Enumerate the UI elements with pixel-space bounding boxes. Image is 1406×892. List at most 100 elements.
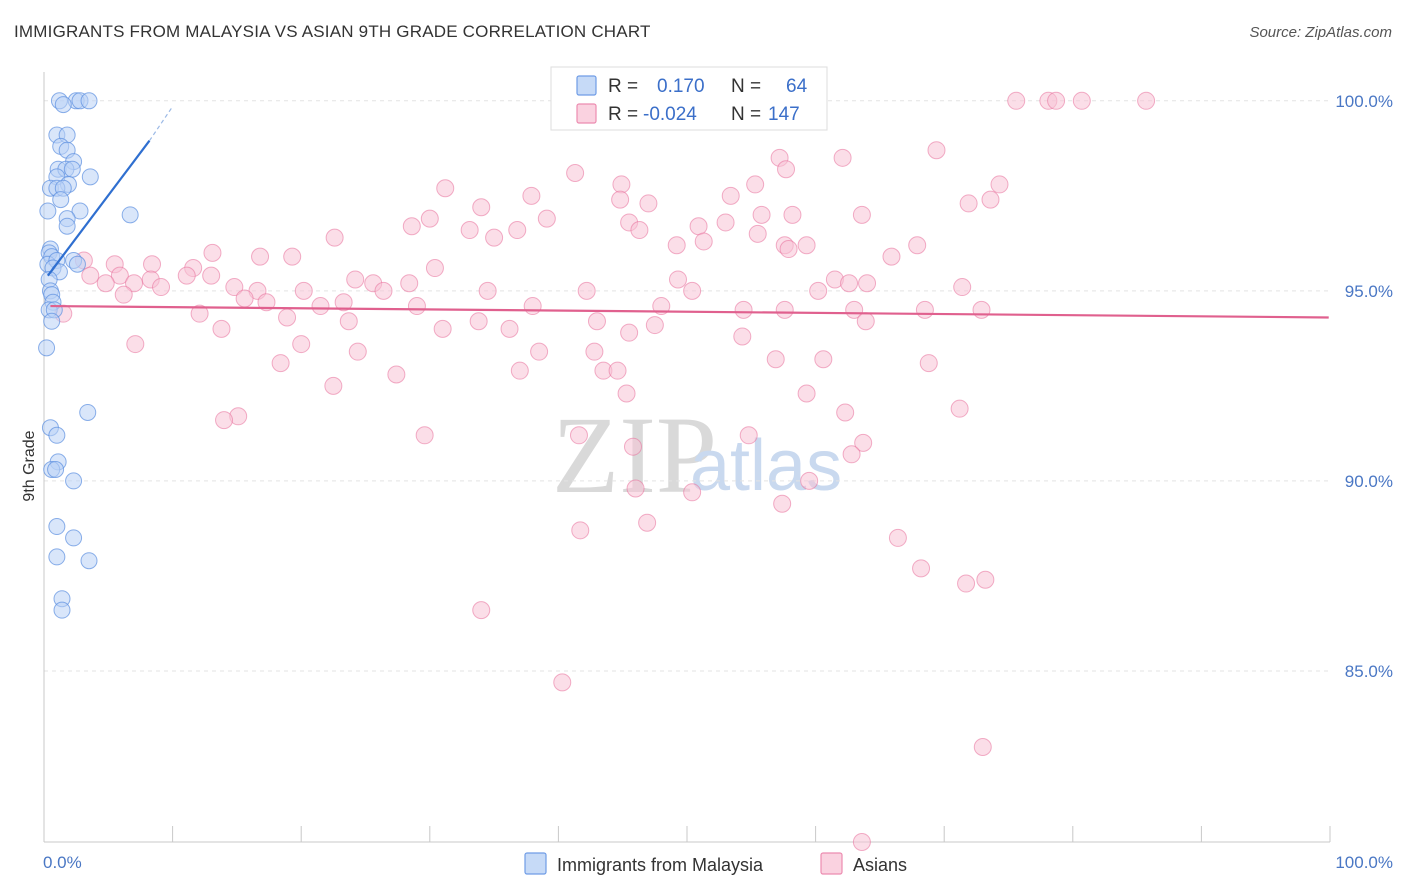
asians-point bbox=[177, 266, 196, 285]
asians-point bbox=[152, 278, 171, 297]
asians-point bbox=[571, 521, 590, 540]
asians-point bbox=[202, 266, 221, 285]
asians-point bbox=[689, 217, 708, 236]
asians-point bbox=[638, 513, 657, 532]
asians-point bbox=[915, 300, 934, 319]
asians-point bbox=[374, 281, 393, 300]
asians-point bbox=[981, 190, 1000, 209]
asians-point bbox=[271, 354, 290, 373]
asians-point bbox=[814, 350, 833, 369]
legend-n-label-1: N = bbox=[731, 76, 761, 97]
malaysia-trend-extension bbox=[148, 106, 174, 142]
malaysia-point bbox=[48, 426, 66, 444]
legend-swatch-asians bbox=[576, 103, 597, 124]
asians-point bbox=[959, 194, 978, 213]
bottom-legend-swatch-malaysia bbox=[524, 852, 547, 875]
malaysia-point bbox=[80, 552, 98, 570]
asians-point bbox=[797, 384, 816, 403]
asians-trend-line bbox=[50, 304, 1329, 319]
legend-n-label-2: N = bbox=[731, 104, 761, 125]
bottom-legend: Immigrants from Malaysia Asians bbox=[524, 852, 907, 875]
asians-point bbox=[472, 601, 491, 620]
asians-point bbox=[721, 186, 740, 205]
asians-point bbox=[251, 247, 270, 266]
asians-point bbox=[508, 221, 527, 240]
malaysia-point bbox=[65, 529, 83, 547]
asians-point bbox=[225, 278, 244, 297]
asians-point bbox=[324, 376, 343, 395]
asians-point bbox=[257, 293, 276, 312]
malaysia-point bbox=[58, 217, 76, 235]
asians-point bbox=[339, 312, 358, 331]
asians-point bbox=[623, 437, 642, 456]
asians-point bbox=[766, 350, 785, 369]
y-tick-label-90: 90.0% bbox=[1345, 472, 1393, 491]
asians-point bbox=[953, 278, 972, 297]
asians-point bbox=[478, 281, 497, 300]
asians-point bbox=[950, 399, 969, 418]
malaysia-point bbox=[48, 548, 66, 566]
asians-point bbox=[852, 205, 871, 224]
malaysia-point bbox=[38, 339, 56, 357]
asians-point bbox=[620, 323, 639, 342]
asians-point bbox=[775, 300, 794, 319]
malaysia-point bbox=[53, 601, 71, 619]
asians-point bbox=[630, 221, 649, 240]
asians-point bbox=[746, 175, 765, 194]
bottom-legend-asians: Asians bbox=[853, 855, 907, 875]
asians-point bbox=[126, 335, 145, 354]
asians-point bbox=[530, 342, 549, 361]
asians-point bbox=[773, 494, 792, 513]
asians-point bbox=[1137, 91, 1156, 110]
asians-point bbox=[608, 361, 627, 380]
asians-point bbox=[425, 259, 444, 278]
y-tick-label-95: 95.0% bbox=[1345, 282, 1393, 301]
asians-point bbox=[973, 737, 992, 756]
asians-point bbox=[800, 471, 819, 490]
malaysia-point bbox=[43, 312, 61, 330]
asians-point bbox=[1007, 91, 1026, 110]
legend-r-value-1: 0.170 bbox=[657, 76, 705, 97]
legend-r-label-1: R = bbox=[608, 76, 638, 97]
legend-n-value-1: 64 bbox=[786, 76, 808, 97]
malaysia-point bbox=[54, 96, 72, 114]
asians-point bbox=[912, 559, 931, 578]
malaysia-point bbox=[63, 160, 81, 178]
watermark-atlas: atlas bbox=[690, 426, 842, 506]
asians-point bbox=[523, 297, 542, 316]
asians-point bbox=[400, 274, 419, 293]
asians-point bbox=[842, 445, 861, 464]
asians-point bbox=[402, 217, 421, 236]
chart-title: IMMIGRANTS FROM MALAYSIA VS ASIAN 9TH GR… bbox=[14, 22, 651, 41]
asians-point bbox=[510, 361, 529, 380]
asians-point bbox=[125, 274, 144, 293]
asians-point bbox=[278, 308, 297, 327]
asians-point bbox=[639, 194, 658, 213]
asians-point bbox=[585, 342, 604, 361]
malaysia-point bbox=[52, 191, 70, 209]
asians-point bbox=[212, 319, 231, 338]
asians-point bbox=[716, 213, 735, 232]
asians-point bbox=[990, 175, 1009, 194]
asians-point bbox=[292, 335, 311, 354]
asians-point bbox=[854, 433, 873, 452]
asians-point bbox=[190, 304, 209, 323]
asians-point bbox=[114, 285, 133, 304]
asians-point bbox=[500, 319, 519, 338]
tick-labels: 85.0% 90.0% 95.0% 100.0% 0.0% 100.0% bbox=[43, 92, 1393, 872]
asians-point bbox=[537, 209, 556, 228]
malaysia-point bbox=[47, 461, 65, 479]
asians-point bbox=[485, 228, 504, 247]
gridlines bbox=[44, 100, 1330, 672]
asians-point bbox=[215, 411, 234, 430]
asians-point bbox=[882, 247, 901, 266]
asians-point bbox=[311, 297, 330, 316]
asians-point bbox=[522, 186, 541, 205]
asians-point bbox=[235, 289, 254, 308]
asians-point bbox=[566, 164, 585, 183]
asians-point bbox=[667, 236, 686, 255]
malaysia-point bbox=[80, 92, 98, 110]
asians-point bbox=[779, 240, 798, 259]
legend-box: R = 0.170 N = 64 R = -0.024 N = 147 bbox=[550, 66, 828, 131]
asians-point bbox=[334, 293, 353, 312]
